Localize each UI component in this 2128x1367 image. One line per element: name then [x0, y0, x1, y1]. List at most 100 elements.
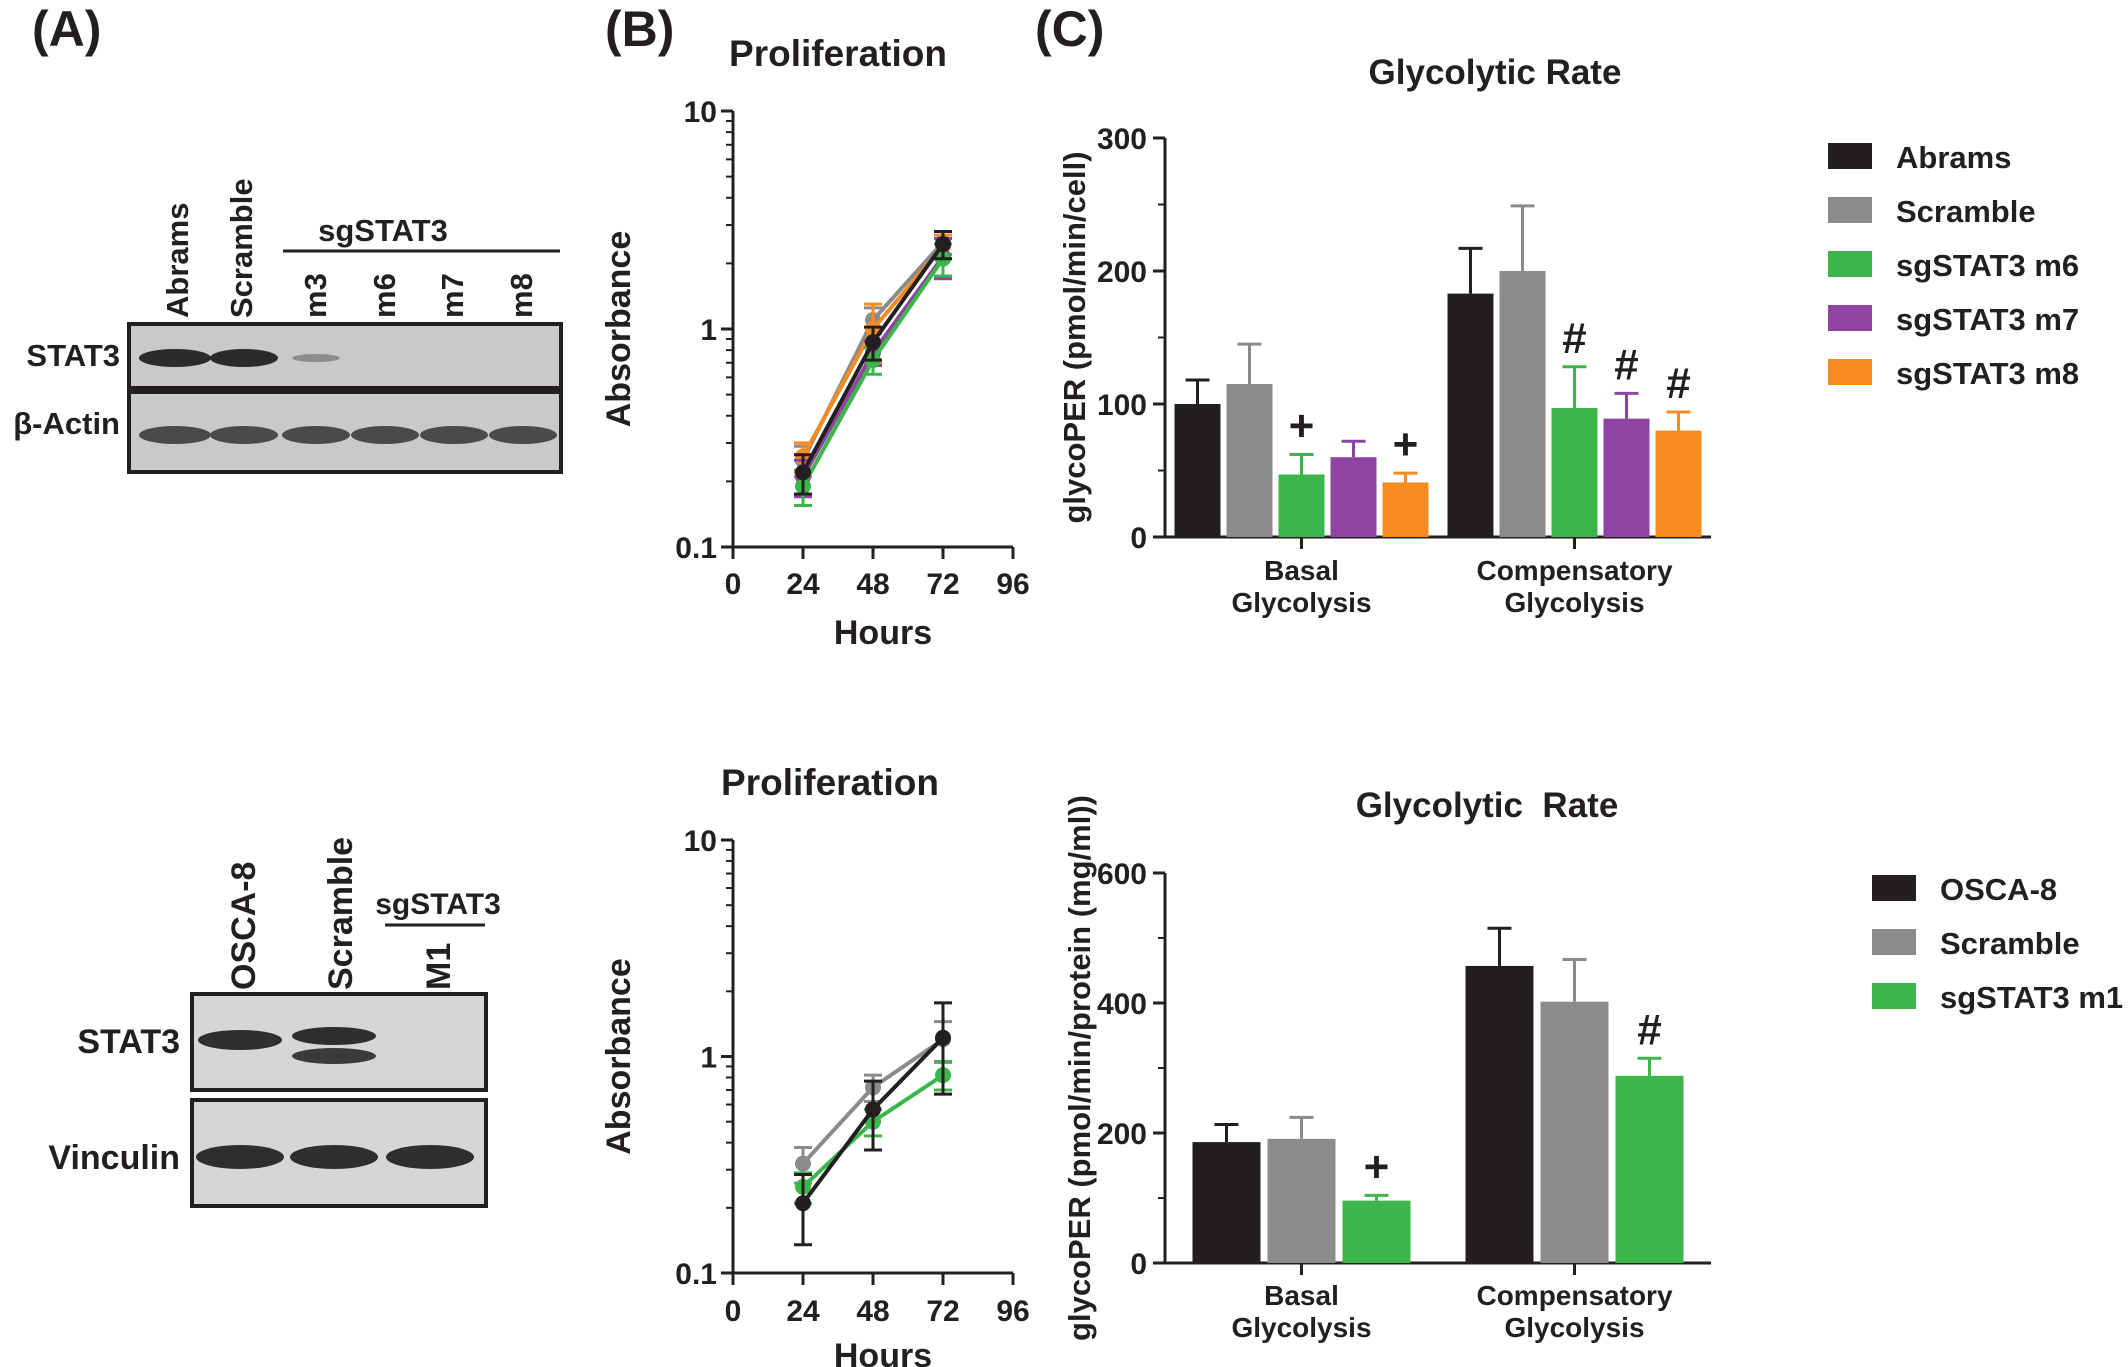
y-axis-label: glycoPER (pmol/min/cell) — [1057, 151, 1092, 523]
chart-title: Glycolytic Rate — [1369, 53, 1622, 92]
bar — [1226, 384, 1273, 537]
blot-lane-label: Scramble — [322, 837, 360, 990]
blot-band — [139, 349, 211, 367]
y-tick-label: 0.1 — [675, 1258, 717, 1291]
significance-marker: + — [1364, 1142, 1390, 1191]
significance-marker: # — [1637, 1005, 1661, 1054]
legend-swatch — [1872, 983, 1916, 1009]
bar — [1465, 965, 1534, 1263]
bar — [1174, 404, 1221, 537]
blot-band — [351, 426, 419, 444]
bar — [1655, 430, 1702, 537]
blot-band — [292, 354, 340, 362]
significance-marker: # — [1614, 340, 1638, 389]
y-tick-label: 10 — [684, 825, 717, 858]
blot-band — [420, 426, 488, 444]
blot-lane-label: Scramble — [224, 178, 259, 318]
y-axis-label: Absorbance — [600, 231, 638, 428]
legend-label: sgSTAT3 m7 — [1896, 302, 2079, 337]
proliferation-chart-top: Proliferation 0.1 1 10 0 24 48 72 96 Hours Absorba… — [600, 33, 1030, 652]
y-tick-label: 0 — [1130, 522, 1147, 555]
blot-lane-label: m7 — [435, 273, 470, 318]
panel-label-c: (C) — [1035, 1, 1104, 57]
data-point — [795, 1155, 811, 1172]
x-axis-label: Hours — [834, 1337, 932, 1367]
blot-lane-label: m6 — [367, 273, 402, 318]
chart-title: Proliferation — [729, 33, 947, 74]
blot-lane-label: m8 — [504, 273, 539, 318]
significance-marker: # — [1666, 359, 1690, 408]
x-tick-label: 96 — [996, 1295, 1029, 1328]
legend-swatch — [1828, 359, 1872, 385]
blot-lane-label: Abrams — [160, 203, 195, 318]
y-tick-label: 1 — [700, 314, 717, 347]
blot-membrane-stat3 — [127, 322, 563, 390]
x-tick-label: 0 — [725, 568, 742, 601]
legend-swatch — [1828, 143, 1872, 169]
blot-band — [386, 1145, 474, 1169]
legend-label: OSCA-8 — [1940, 872, 2057, 907]
panel-label-b: (B) — [605, 1, 674, 57]
x-tick-label: 0 — [725, 1295, 742, 1328]
significance-marker: # — [1562, 314, 1586, 363]
bar — [1603, 418, 1650, 537]
x-tick-label: 48 — [856, 568, 889, 601]
legend-label: Scramble — [1896, 194, 2036, 229]
blot-row-label-stat3: STAT3 — [77, 1023, 180, 1061]
bar — [1267, 1138, 1336, 1263]
legend-label: sgSTAT3 m1 — [1940, 980, 2123, 1015]
blot-band — [210, 349, 278, 367]
bar — [1278, 474, 1325, 537]
x-tick-label: 72 — [926, 1295, 959, 1328]
data-point — [795, 1195, 811, 1212]
y-tick-label: 400 — [1097, 988, 1147, 1021]
legend-label: sgSTAT3 m6 — [1896, 248, 2079, 283]
legend-swatch — [1828, 197, 1872, 223]
significance-marker: + — [1289, 402, 1315, 451]
data-point — [935, 1029, 951, 1046]
blot-row-label-vinculin: Vinculin — [48, 1139, 180, 1177]
blot-band — [290, 1145, 378, 1169]
bar — [1382, 482, 1429, 537]
y-tick-label: 600 — [1097, 858, 1147, 891]
x-axis-label: Hours — [834, 614, 932, 652]
western-blot-bottom: OSCA-8 Scramble M1 sgSTAT3 STAT3 Vinculi… — [48, 837, 501, 1208]
y-tick-label: 100 — [1097, 389, 1147, 422]
blot-group-label: sgSTAT3 — [375, 888, 501, 921]
blot-row-label-actin: β-Actin — [13, 406, 120, 441]
blot-band — [282, 426, 350, 444]
data-point — [935, 236, 951, 253]
western-blot-top: Abrams Scramble m3 m6 m7 m8 sgSTAT3 STAT… — [13, 178, 563, 474]
y-tick-label: 200 — [1097, 256, 1147, 289]
bar — [1551, 407, 1598, 537]
y-tick-label: 10 — [684, 96, 717, 129]
bar — [1330, 457, 1377, 537]
significance-marker: + — [1393, 420, 1419, 469]
legend-label: Abrams — [1896, 140, 2011, 175]
bar — [1447, 293, 1494, 537]
legend-swatch — [1828, 305, 1872, 331]
blot-band — [198, 1030, 282, 1050]
x-tick-label: 48 — [856, 1295, 889, 1328]
x-tick-label: 24 — [786, 1295, 820, 1328]
blot-lane-label: m3 — [298, 273, 333, 318]
proliferation-chart-bottom: Proliferation 0.1 1 10 0 24 48 72 96 Hours Absorba… — [600, 762, 1030, 1367]
y-tick-label: 200 — [1097, 1118, 1147, 1151]
blot-row-label-stat3: STAT3 — [26, 338, 120, 373]
blot-band — [292, 1027, 376, 1045]
x-tick-label: 72 — [926, 568, 959, 601]
bar — [1342, 1200, 1411, 1263]
data-point — [795, 464, 811, 481]
chart-title: Glycolytic Rate — [1356, 786, 1619, 825]
legend-swatch — [1872, 929, 1916, 955]
y-tick-label: 300 — [1097, 123, 1147, 156]
bar — [1540, 1001, 1609, 1263]
blot-band — [139, 426, 211, 444]
y-tick-label: 1 — [700, 1042, 717, 1075]
bar — [1499, 271, 1546, 537]
y-tick-label: 0 — [1130, 1248, 1147, 1281]
category-label: Compensatory Glycolysis — [1476, 555, 1672, 618]
blot-band — [210, 426, 278, 444]
